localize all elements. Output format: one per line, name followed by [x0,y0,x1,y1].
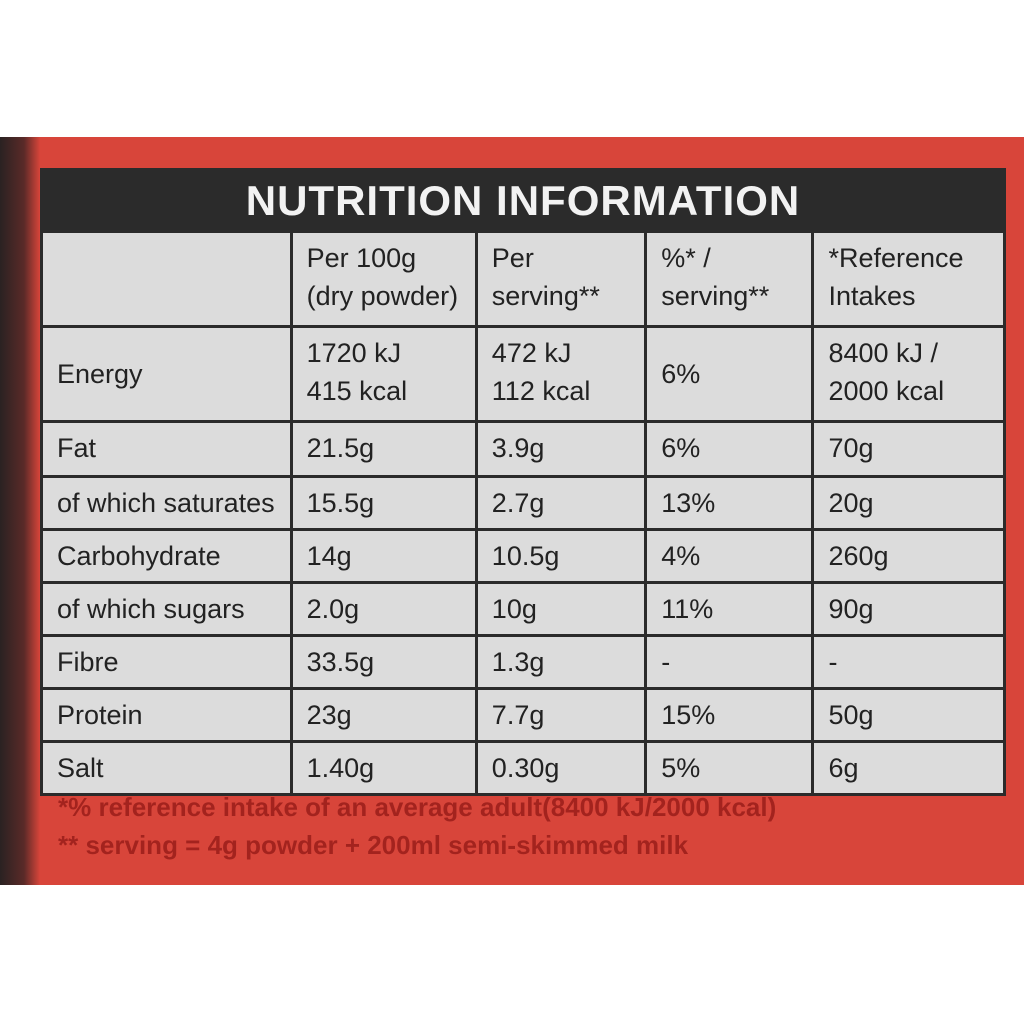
table-row: Salt 1.40g 0.30g 5% 6g [40,740,1006,796]
cell: 0.30g [474,740,648,796]
row-label: Fat [40,420,293,478]
cell: 6% [644,420,815,478]
table-title: NUTRITION INFORMATION [40,168,1006,232]
footnote: *% reference intake of an average adult(… [58,792,777,822]
cell: 5% [644,740,815,796]
header-row: Per 100g (dry powder) Per serving** %* / s… [40,230,1006,328]
cell: 13% [644,475,815,531]
cell: 33.5g [289,634,478,690]
cell: 8400 kJ / 2000 kcal [811,325,1006,423]
cell: 15.5g [289,475,478,531]
cell: 7.7g [474,687,648,743]
cell: 6g [811,740,1006,796]
cell: - [644,634,815,690]
cell: 15% [644,687,815,743]
column-header: %* / serving** [644,230,815,328]
table-row: Carbohydrate 14g 10.5g 4% 260g [40,528,1006,584]
cell: 10.5g [474,528,648,584]
cell: 20g [811,475,1006,531]
cell: 21.5g [289,420,478,478]
row-label: Carbohydrate [40,528,293,584]
cell: 472 kJ 112 kcal [474,325,648,423]
cell: - [811,634,1006,690]
table-row: Fibre 33.5g 1.3g - - [40,634,1006,690]
table-row: Fat 21.5g 3.9g 6% 70g [40,420,1006,478]
cell: 2.7g [474,475,648,531]
column-header: *Reference Intakes [811,230,1006,328]
row-label: of which saturates [40,475,293,531]
column-header [40,230,293,328]
table-row: Energy 1720 kJ 415 kcal 472 kJ 112 kcal 6% 8… [40,325,1006,423]
row-label: Energy [40,325,293,423]
footnote: ** serving = 4g powder + 200ml semi-skim… [58,830,689,860]
row-label: of which sugars [40,581,293,637]
cell: 10g [474,581,648,637]
cell: 1.3g [474,634,648,690]
row-label: Protein [40,687,293,743]
column-header: Per serving** [474,230,648,328]
table-row: of which saturates 15.5g 2.7g 13% 20g [40,475,1006,531]
cell: 1.40g [289,740,478,796]
row-label: Fibre [40,634,293,690]
cell: 11% [644,581,815,637]
row-label: Salt [40,740,293,796]
cell: 3.9g [474,420,648,478]
packaging-edge [0,137,40,885]
cell: 14g [289,528,478,584]
cell: 2.0g [289,581,478,637]
cell: 23g [289,687,478,743]
table-row: of which sugars 2.0g 10g 11% 90g [40,581,1006,637]
table-row: Protein 23g 7.7g 15% 50g [40,687,1006,743]
cell: 70g [811,420,1006,478]
cell: 6% [644,325,815,423]
nutrition-table: Per 100g (dry powder) Per serving** %* / s… [40,230,1006,796]
cell: 4% [644,528,815,584]
cell: 50g [811,687,1006,743]
cell: 90g [811,581,1006,637]
column-header: Per 100g (dry powder) [289,230,478,328]
cell: 1720 kJ 415 kcal [289,325,478,423]
cell: 260g [811,528,1006,584]
